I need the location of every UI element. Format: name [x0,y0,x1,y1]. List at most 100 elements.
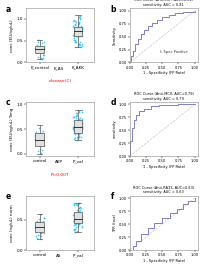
Point [73,124,76,128]
Point [36,219,39,223]
Point [73,202,76,206]
Point [77,131,81,136]
Point [42,229,45,234]
Point [78,122,81,126]
Point [74,32,77,37]
Point [75,138,79,142]
Point [75,215,78,219]
Point [72,115,76,119]
Point [80,29,83,33]
Point [76,35,79,39]
Point [74,40,77,45]
Point [76,30,80,34]
Point [74,22,77,26]
Point [74,227,77,231]
Point [36,149,39,153]
Point [37,46,40,50]
Point [75,113,78,117]
Point [40,233,43,238]
Point [75,211,78,215]
Point [72,218,76,222]
Point [75,34,78,38]
Point [72,33,75,37]
Point [38,228,41,232]
Point [34,134,37,138]
Point [76,123,79,127]
Point [80,26,83,30]
Point [41,45,45,50]
Point [74,38,77,42]
Point [36,48,40,52]
Point [42,47,45,52]
Point [78,132,81,136]
Point [74,126,77,130]
Point [73,33,76,38]
Point [80,125,84,130]
Point [37,225,40,229]
Y-axis label: conc (ng/uL) norm: conc (ng/uL) norm [10,204,14,242]
Point [75,124,79,128]
Point [73,218,76,222]
X-axis label: 1 - Specificity (FP Rate): 1 - Specificity (FP Rate) [143,259,185,263]
Point [42,223,45,227]
Bar [35,46,44,53]
Point [78,22,81,26]
Point [72,127,75,131]
Point [75,114,78,118]
Point [73,219,76,223]
Point [72,19,75,23]
Point [77,201,80,205]
Point [41,226,45,230]
Point [75,119,78,123]
Point [78,221,81,225]
Point [79,120,83,124]
Text: a: a [6,5,11,14]
Point [79,126,83,130]
Point [35,46,38,51]
Point [78,29,81,33]
Point [73,201,76,205]
Point [78,34,81,38]
Point [75,30,78,34]
Point [34,136,37,141]
Y-axis label: TPR (true): TPR (true) [113,214,117,232]
Point [74,210,77,215]
Point [81,126,84,131]
Point [34,234,38,238]
Point [34,130,38,134]
Point [41,219,45,223]
Point [41,50,44,54]
Point [76,203,79,207]
Point [39,147,42,151]
Point [36,236,39,241]
Point [72,219,75,223]
Point [80,119,83,124]
Point [75,215,78,220]
Point [76,211,79,216]
Point [79,205,82,209]
Point [35,229,38,234]
Point [77,130,80,135]
Point [76,229,79,233]
Point [76,211,80,215]
Point [73,119,76,123]
Point [36,44,40,49]
Point [77,214,80,218]
Point [77,127,80,132]
Point [73,131,76,136]
Point [75,222,78,226]
Point [36,38,39,42]
Point [41,57,44,61]
Point [72,219,75,223]
Point [37,217,40,221]
Point [77,110,81,114]
Text: P=0.007: P=0.007 [51,173,69,177]
Point [78,42,81,46]
Point [77,32,80,37]
Point [78,28,81,33]
Point [78,134,81,138]
Y-axis label: sensitivity: sensitivity [113,120,117,138]
Point [80,219,83,223]
Point [37,221,41,226]
Point [75,214,78,218]
